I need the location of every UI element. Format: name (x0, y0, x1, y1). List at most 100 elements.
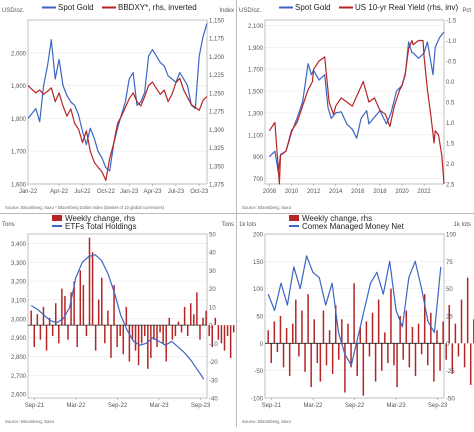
left-axis-unit: Tons (2, 222, 15, 228)
bar (307, 294, 309, 344)
left-tick-label: 3,300 (11, 261, 27, 267)
bar (107, 310, 109, 326)
bar (119, 325, 121, 337)
bar (399, 316, 401, 344)
bar (436, 330, 438, 344)
bar (193, 314, 195, 326)
left-tick-label: 2,000 (11, 51, 27, 57)
bar (405, 310, 408, 344)
bar (325, 343, 328, 366)
bar (390, 288, 392, 344)
series-line-0 (267, 255, 442, 366)
bar (457, 343, 460, 357)
bar (466, 277, 469, 344)
bar (61, 288, 63, 326)
bar (451, 343, 454, 374)
x-tick-label: 2018 (373, 189, 387, 195)
bar (365, 321, 368, 344)
x-tick-label: Mar-22 (303, 403, 323, 409)
bar (143, 325, 146, 337)
series-line-0 (30, 254, 205, 380)
bar (82, 285, 85, 326)
bar (427, 343, 429, 366)
right-tick-label: 1,300 (209, 128, 225, 134)
source-footnote: Source: Bloomberg, Saxo (242, 205, 292, 210)
x-tick-label: 2014 (329, 189, 343, 195)
source-footnote: Source: Bloomberg, Saxo (242, 419, 292, 424)
bar (140, 325, 143, 344)
bar (304, 343, 306, 372)
right-tick-label: 0.5 (446, 101, 455, 107)
bar (439, 343, 441, 371)
left-tick-label: 700 (253, 177, 264, 183)
x-tick-label: 2022 (417, 189, 431, 195)
bar (131, 325, 134, 340)
bar (128, 325, 131, 362)
bar (298, 343, 300, 357)
bar (420, 343, 423, 355)
bar (334, 305, 337, 344)
bar (196, 292, 198, 326)
left-tick-label: 200 (253, 233, 264, 239)
bar (341, 319, 343, 344)
series-line-1 (268, 39, 445, 185)
right-tick-label: 100 (446, 233, 457, 239)
bar (116, 325, 118, 347)
series-line-1 (27, 77, 208, 181)
bar (165, 325, 167, 362)
right-tick-label: 1,225 (209, 73, 225, 79)
x-tick-label: Mar-23 (387, 403, 407, 409)
bar (387, 343, 389, 364)
x-tick-label: Jul-22 (74, 189, 91, 195)
bar (76, 325, 78, 347)
bar (380, 343, 383, 371)
bar (39, 325, 42, 340)
series-line-0 (268, 31, 445, 173)
bar (445, 343, 447, 360)
bar (344, 343, 346, 393)
bar (88, 237, 91, 326)
right-axis-unit: 1k lots (454, 222, 471, 228)
bar (214, 317, 217, 326)
right-tick-label: 40 (209, 251, 216, 257)
x-tick-label: Jan-22 (19, 189, 38, 195)
left-tick-label: -50 (254, 369, 263, 375)
left-tick-label: 2,900 (11, 336, 27, 342)
left-tick-label: 3,000 (11, 317, 27, 323)
bar (36, 314, 39, 326)
legend-swatch (52, 215, 62, 221)
right-tick-label: -25 (446, 369, 455, 375)
right-tick-label: 0 (446, 342, 450, 348)
x-tick-label: Apr-22 (50, 189, 69, 195)
right-tick-label: -40 (209, 397, 218, 403)
right-tick-label: -30 (209, 378, 218, 384)
bar (273, 321, 276, 344)
bar (279, 316, 282, 344)
bar (301, 310, 303, 344)
bar (356, 343, 358, 377)
x-tick-label: 2008 (263, 189, 277, 195)
right-tick-label: 0 (209, 324, 213, 330)
bar (469, 343, 472, 385)
bar (270, 343, 273, 364)
bar (411, 326, 414, 344)
bar (58, 325, 60, 344)
right-tick-label: -1.5 (446, 19, 457, 25)
x-tick-label: Sep-21 (25, 403, 45, 409)
chart-panel-gold-vs-dollar: 1,600 1,700 1,800 1,900 2,000 1,150 1,175 1,200… (0, 0, 237, 213)
left-tick-label: 1,100 (248, 133, 264, 139)
left-tick-label: -100 (251, 397, 264, 403)
x-tick-label: Oct-23 (190, 189, 209, 195)
left-tick-label: 3,100 (11, 298, 27, 304)
bar (134, 325, 137, 351)
x-tick-label: Sep-22 (108, 403, 128, 409)
chart-gold-vs-dollar-svg: 1,600 1,700 1,800 1,900 2,000 1,150 1,175 1,200… (2, 3, 234, 210)
legend-label: Spot Gold (295, 3, 331, 12)
bar (180, 325, 183, 333)
left-tick-label: 1,900 (248, 46, 264, 52)
bar (48, 317, 51, 326)
bar (94, 325, 97, 351)
bar (414, 343, 417, 377)
legend-label: ETFs Total Holdings (65, 222, 136, 231)
left-tick-label: 1,700 (11, 150, 27, 156)
